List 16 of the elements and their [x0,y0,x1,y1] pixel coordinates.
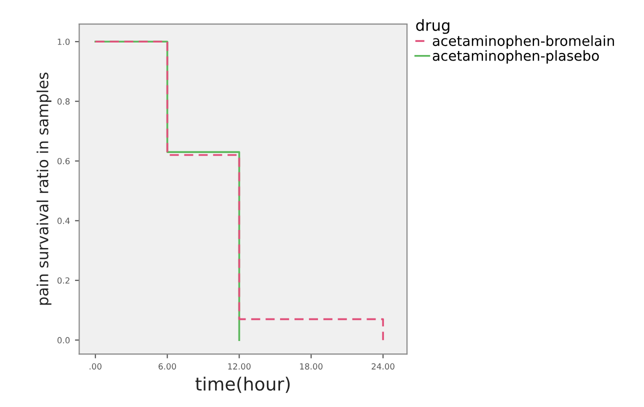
y-tick-label: 0.8 [57,98,70,105]
y-tick-label: 0.4 [57,218,70,224]
x-tick-label: 6.00 [158,363,176,370]
y-tick-label: 0.0 [57,337,70,344]
y-tick-label: 1.0 [58,38,70,45]
x-axis-title: time(hour) [195,376,290,393]
legend-title: drug [416,19,450,34]
x-tick-label: 12.00 [228,363,251,370]
y-tick-label: 0.6 [57,158,70,164]
x-tick-label: 24.00 [372,363,394,370]
legend-label: acetaminophen-bromelain [432,35,614,49]
x-tick-label: .00 [90,363,102,370]
x-tick-label: 18.00 [300,363,322,370]
legend-label: acetaminophen-plasebo [432,50,599,64]
y-tick-label: 0.2 [57,277,70,284]
y-axis-title: pain survaival ratio in samples [36,72,52,305]
